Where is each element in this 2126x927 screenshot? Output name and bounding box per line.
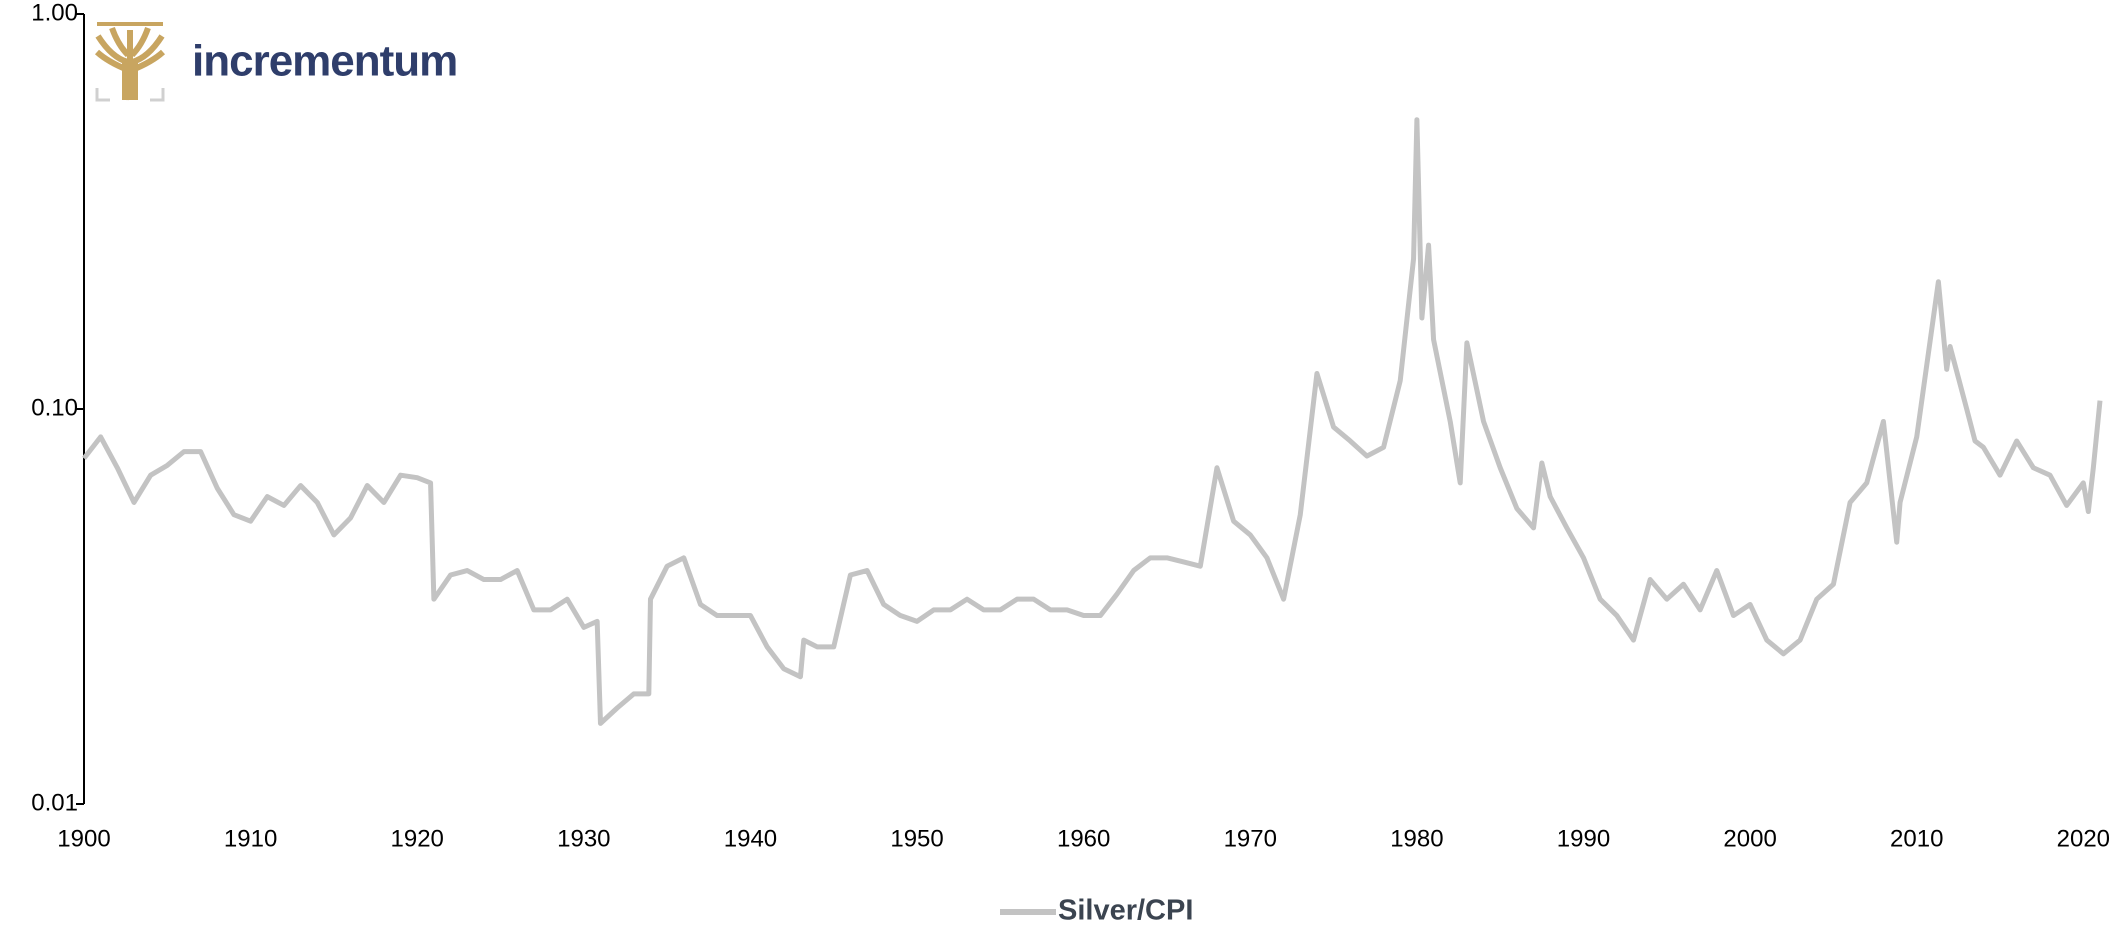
y-tick-label: 1.00 [31, 0, 78, 26]
x-tick-label: 1930 [557, 825, 610, 852]
x-tick-label: 2010 [1890, 825, 1943, 852]
x-tick-label: 1980 [1390, 825, 1443, 852]
x-tick-label: 1970 [1224, 825, 1277, 852]
logo: incrementum [94, 22, 458, 102]
x-tick-label: 1950 [890, 825, 943, 852]
x-tick-label: 1940 [724, 825, 777, 852]
y-tick-label: 0.10 [31, 394, 78, 421]
x-tick-label: 1960 [1057, 825, 1110, 852]
y-tick-label: 0.01 [31, 789, 78, 816]
x-tick-label: 2020 [2057, 825, 2110, 852]
x-tick-label: 2000 [1723, 825, 1776, 852]
x-tick-label: 1990 [1557, 825, 1610, 852]
series-line [82, 117, 2103, 726]
legend-label: Silver/CPI [1058, 895, 1193, 927]
x-tick-label: 1910 [224, 825, 277, 852]
x-tick-label: 1900 [57, 825, 110, 852]
logo-text: incrementum [192, 37, 457, 86]
x-tick-label: 1920 [391, 825, 444, 852]
